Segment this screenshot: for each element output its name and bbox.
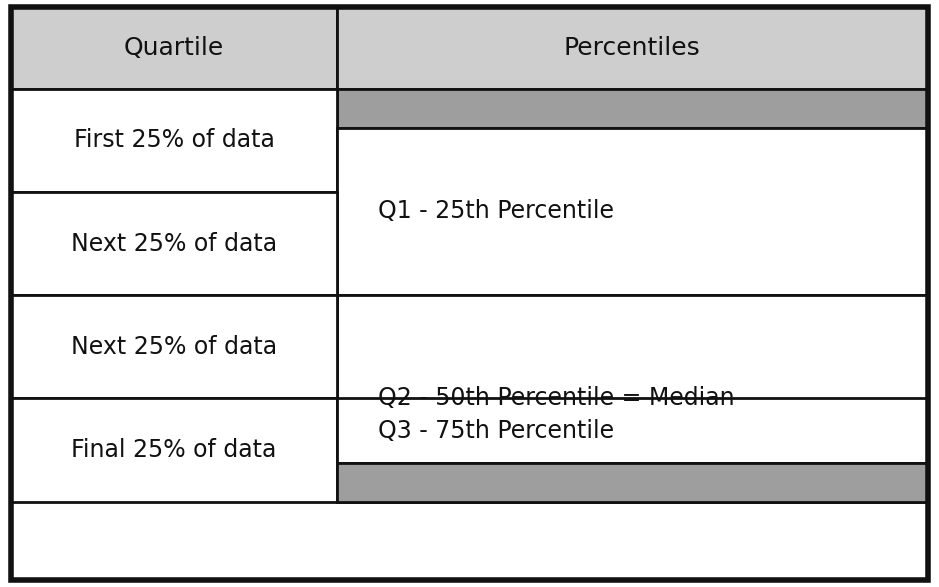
- Text: First 25% of data: First 25% of data: [73, 128, 274, 152]
- Bar: [11, 192, 336, 295]
- Bar: [336, 128, 928, 295]
- Bar: [336, 89, 928, 128]
- Text: Final 25% of data: Final 25% of data: [71, 438, 277, 462]
- Bar: [11, 399, 336, 502]
- Bar: [11, 295, 336, 399]
- Text: Quartile: Quartile: [124, 36, 224, 60]
- Text: Q1 - 25th Percentile: Q1 - 25th Percentile: [378, 200, 614, 224]
- Bar: [336, 399, 928, 463]
- Text: Q3 - 75th Percentile: Q3 - 75th Percentile: [378, 419, 614, 443]
- Text: Percentiles: Percentiles: [563, 36, 700, 60]
- Text: Q2 - 50th Percentile = Median: Q2 - 50th Percentile = Median: [378, 386, 734, 410]
- Bar: [336, 295, 928, 502]
- Bar: [11, 7, 336, 89]
- Text: Next 25% of data: Next 25% of data: [70, 335, 277, 359]
- Bar: [11, 89, 336, 192]
- Bar: [336, 7, 928, 89]
- Text: Next 25% of data: Next 25% of data: [70, 231, 277, 255]
- Bar: [336, 463, 928, 502]
